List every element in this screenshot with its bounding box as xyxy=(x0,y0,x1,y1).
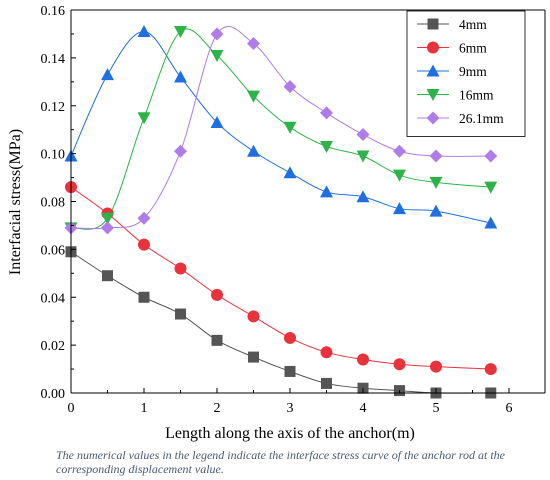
data-point xyxy=(174,70,187,83)
legend-label: 26.1mm xyxy=(459,111,504,126)
data-point xyxy=(284,331,296,344)
data-point xyxy=(211,334,223,346)
data-point xyxy=(101,212,114,225)
y-tick-label: 0.14 xyxy=(41,52,66,67)
series-line-0 xyxy=(70,251,491,394)
x-tick-label: 4 xyxy=(360,401,367,416)
legend-label: 4mm xyxy=(459,17,487,32)
x-tick-label: 6 xyxy=(506,401,513,416)
y-axis-label: Interfacial stress(MPa) xyxy=(7,129,24,275)
figure-caption: The numerical values in the legend indic… xyxy=(56,448,506,476)
legend-label: 9mm xyxy=(459,64,487,79)
data-point xyxy=(321,377,332,389)
legend-label: 16mm xyxy=(459,88,494,103)
data-point xyxy=(320,346,333,359)
data-point xyxy=(356,127,370,141)
series-line-1 xyxy=(70,186,491,370)
data-point xyxy=(484,149,498,163)
legend-marker xyxy=(426,64,440,77)
data-point xyxy=(283,80,297,94)
y-tick-label: 0.08 xyxy=(41,196,66,211)
data-point xyxy=(247,144,260,157)
data-point xyxy=(320,185,333,198)
data-point xyxy=(393,358,406,371)
data-point xyxy=(175,308,186,320)
legend-marker xyxy=(427,18,439,30)
data-point xyxy=(137,25,151,38)
x-tick-label: 0 xyxy=(68,401,75,416)
y-tick-label: 0.10 xyxy=(41,148,66,163)
data-point xyxy=(247,310,260,323)
data-point xyxy=(247,37,260,51)
data-point xyxy=(320,106,333,120)
legend: 4mm 6mm 9mm 16mm 26.1mm xyxy=(406,10,526,137)
legend-box xyxy=(406,10,526,137)
x-tick-label: 1 xyxy=(141,401,148,416)
data-point xyxy=(210,116,224,129)
x-axis-label: Length along the axis of the anchor(m) xyxy=(165,425,415,442)
data-point xyxy=(248,351,259,363)
x-tick-label: 3 xyxy=(287,401,294,416)
data-point xyxy=(356,150,370,163)
data-point xyxy=(429,204,443,217)
x-tick-label: 2 xyxy=(214,401,221,416)
legend-marker xyxy=(426,89,440,101)
line-chart: 0 1 2 3 4 5 6 0.00 0.02 0.04 0.06 0.08 0.10 0.12 0.14 0… xyxy=(7,4,546,442)
y-tick-label: 0.16 xyxy=(41,4,66,19)
legend-marker xyxy=(426,111,440,125)
data-point xyxy=(137,211,151,225)
y-tick-label: 0.12 xyxy=(41,100,66,115)
data-point xyxy=(429,176,443,189)
data-point xyxy=(429,149,443,163)
data-point xyxy=(138,238,150,251)
y-tick-label: 0.06 xyxy=(41,243,66,258)
data-point xyxy=(357,353,369,366)
data-point xyxy=(211,288,223,301)
data-point xyxy=(393,169,406,182)
data-point xyxy=(484,216,498,229)
data-point xyxy=(174,144,187,158)
legend-label: 6mm xyxy=(459,41,487,56)
y-tick-label: 0.00 xyxy=(41,387,66,402)
data-point xyxy=(284,365,296,377)
data-point xyxy=(393,202,406,215)
data-point xyxy=(320,140,333,153)
data-point xyxy=(247,90,260,103)
axes xyxy=(70,9,546,394)
data-point xyxy=(174,262,187,275)
data-point xyxy=(283,166,297,179)
data-point xyxy=(484,181,498,194)
data-point xyxy=(430,360,442,373)
data-point xyxy=(210,49,224,62)
data-point xyxy=(283,121,297,134)
legend-marker xyxy=(427,41,439,54)
data-point xyxy=(137,112,151,125)
data-point xyxy=(174,26,187,39)
data-point xyxy=(210,27,224,41)
data-point xyxy=(138,291,150,303)
y-tick-label: 0.02 xyxy=(41,339,66,354)
y-tick-label: 0.04 xyxy=(41,291,66,306)
data-point xyxy=(102,270,113,282)
data-point xyxy=(101,221,114,235)
data-point xyxy=(101,68,114,81)
x-tick-label: 5 xyxy=(433,401,440,416)
data-point xyxy=(356,190,370,203)
data-point xyxy=(393,144,406,158)
axis-ticks: 0 1 2 3 4 5 6 0.00 0.02 0.04 0.06 0.08 0.10 0.12 0.14 0… xyxy=(41,4,513,416)
data-point xyxy=(484,363,497,376)
